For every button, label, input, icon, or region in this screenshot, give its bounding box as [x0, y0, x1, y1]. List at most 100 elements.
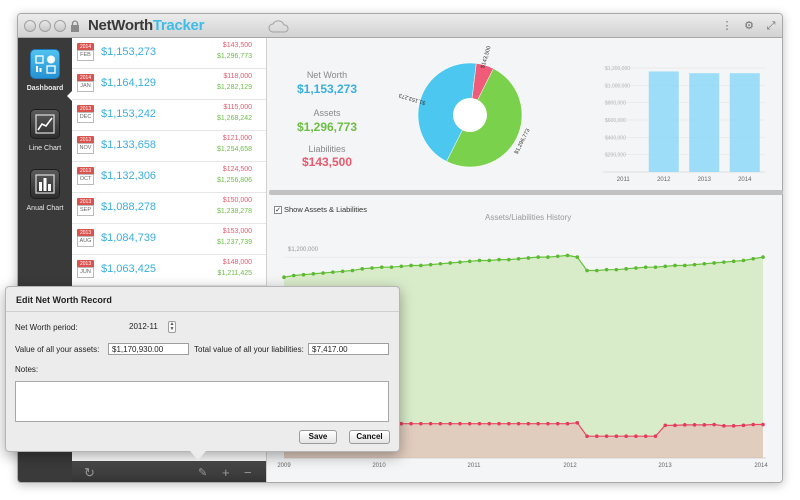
list-item[interactable]: 2014 FEB $1,153,273 $143,500 $1,296,773: [72, 38, 266, 69]
data-point: [643, 265, 648, 269]
data-point: [477, 258, 482, 263]
data-point: [467, 421, 472, 426]
data-point: [712, 422, 716, 427]
data-point: [722, 260, 726, 264]
list-item[interactable]: 2013 NOV $1,133,658 $121,000 $1,254,658: [72, 131, 266, 162]
data-point: [467, 259, 472, 264]
list-item[interactable]: 2014 JAN $1,164,129 $118,000 $1,282,129: [72, 69, 266, 100]
x-tick-label: 2011: [617, 177, 631, 183]
data-point: [595, 434, 599, 439]
info-icon[interactable]: ⋮: [721, 20, 733, 32]
active-pointer: [67, 90, 73, 102]
list-item[interactable]: 2013 SEP $1,088,278 $150,000 $1,238,278: [72, 193, 266, 224]
data-point: [575, 421, 580, 425]
data-point: [614, 267, 619, 272]
fullscreen-icon[interactable]: ⤢: [766, 20, 776, 32]
net-worth-value: $1,132,306: [101, 170, 157, 182]
data-point: [409, 263, 413, 268]
data-point: [575, 255, 580, 259]
month-label: AUG: [77, 236, 94, 247]
y-tick-label: $600,000: [605, 118, 626, 124]
pie-slice-label: $1,153,273: [398, 92, 426, 106]
data-point: [604, 434, 609, 439]
assets-field[interactable]: $1,170,930.00: [108, 343, 189, 355]
data-point: [487, 258, 492, 263]
data-point: [692, 262, 697, 267]
x-tick-label: 2013: [658, 463, 672, 469]
data-point: [702, 262, 707, 266]
data-point: [673, 263, 677, 268]
gear-icon[interactable]: ⚙: [744, 20, 754, 32]
cloud-icon[interactable]: [268, 19, 290, 33]
assets-field-label: Value of all your assets:: [15, 345, 100, 354]
year-badge: 2014: [77, 43, 95, 51]
assets-value: $1,296,773: [216, 53, 252, 60]
show-assets-checkbox[interactable]: ✓: [274, 206, 282, 214]
data-point: [604, 267, 609, 272]
data-point: [516, 421, 521, 426]
list-item[interactable]: 2013 OCT $1,132,306 $124,500 $1,256,806: [72, 162, 266, 193]
data-point: [311, 272, 316, 276]
sync-icon[interactable]: ↻: [84, 465, 95, 480]
list-item[interactable]: 2013 AUG $1,084,739 $153,000 $1,237,739: [72, 224, 266, 255]
data-point: [634, 266, 638, 270]
x-tick-label: 2012: [563, 463, 577, 469]
pie-slice-label: $143,500: [480, 45, 492, 69]
liabilities-value: $148,000: [222, 259, 252, 266]
data-point: [653, 265, 658, 269]
remove-icon[interactable]: −: [244, 465, 252, 480]
data-point: [682, 423, 687, 427]
list-item[interactable]: 2013 DEC $1,153,242 $115,000 $1,268,242: [72, 100, 266, 131]
x-tick-label: 2011: [468, 463, 482, 469]
net-worth-value: $1,084,739: [101, 232, 157, 244]
dashboard-scrollbar[interactable]: [269, 190, 783, 195]
dialog-title: Edit Net Worth Record: [16, 295, 112, 305]
close-window-button[interactable]: [24, 20, 36, 32]
data-point: [546, 421, 550, 426]
sidebar-item-anual-chart[interactable]: Anual Chart: [18, 166, 72, 226]
edit-icon[interactable]: ✎: [198, 467, 208, 479]
list-item[interactable]: 2013 JUN $1,063,425 $148,000 $1,211,425: [72, 255, 266, 286]
minimize-window-button[interactable]: [39, 20, 51, 32]
notes-textarea[interactable]: [15, 381, 389, 422]
data-point: [565, 253, 570, 258]
year-badge: 2013: [77, 260, 95, 268]
data-point: [340, 269, 345, 274]
data-point: [507, 257, 511, 262]
save-button[interactable]: Save: [299, 430, 337, 444]
period-field[interactable]: 2012-11: [129, 322, 158, 331]
liabilities-field[interactable]: $7,417.00: [308, 343, 389, 355]
dashboard-icon: [30, 49, 60, 79]
data-point: [643, 434, 648, 439]
month-label: NOV: [77, 143, 94, 154]
liabilities-value: $150,000: [222, 197, 252, 204]
month-label: SEP: [77, 205, 94, 216]
data-point: [477, 421, 482, 426]
sidebar-item-dashboard[interactable]: Dashboard: [18, 46, 72, 106]
net-worth-value: $1,164,129: [101, 77, 157, 89]
liabilities-value: $143,500: [301, 155, 353, 169]
period-stepper[interactable]: ▲ ▼: [168, 321, 176, 333]
year-badge: 2013: [77, 167, 95, 175]
month-label: DEC: [77, 112, 94, 123]
data-point: [350, 268, 355, 273]
add-icon[interactable]: +: [222, 465, 230, 480]
x-tick-label: 2014: [738, 177, 752, 183]
data-point: [370, 266, 374, 270]
year-badge: 2013: [77, 198, 95, 206]
assets-value: $1,282,129: [216, 84, 252, 91]
data-point: [692, 423, 697, 427]
show-assets-label: Show Assets & Liabilities: [284, 205, 367, 214]
month-label: OCT: [77, 174, 94, 185]
cancel-button[interactable]: Cancel: [349, 430, 390, 444]
zoom-window-button[interactable]: [54, 20, 66, 32]
data-point: [751, 422, 756, 427]
data-point: [526, 421, 531, 426]
y-tick-label: $400,000: [605, 135, 626, 141]
data-point: [360, 267, 365, 271]
data-point: [761, 422, 765, 427]
data-point: [546, 255, 550, 259]
data-point: [409, 421, 413, 426]
data-point: [419, 421, 423, 426]
sidebar-item-line-chart[interactable]: Line Chart: [18, 106, 72, 166]
